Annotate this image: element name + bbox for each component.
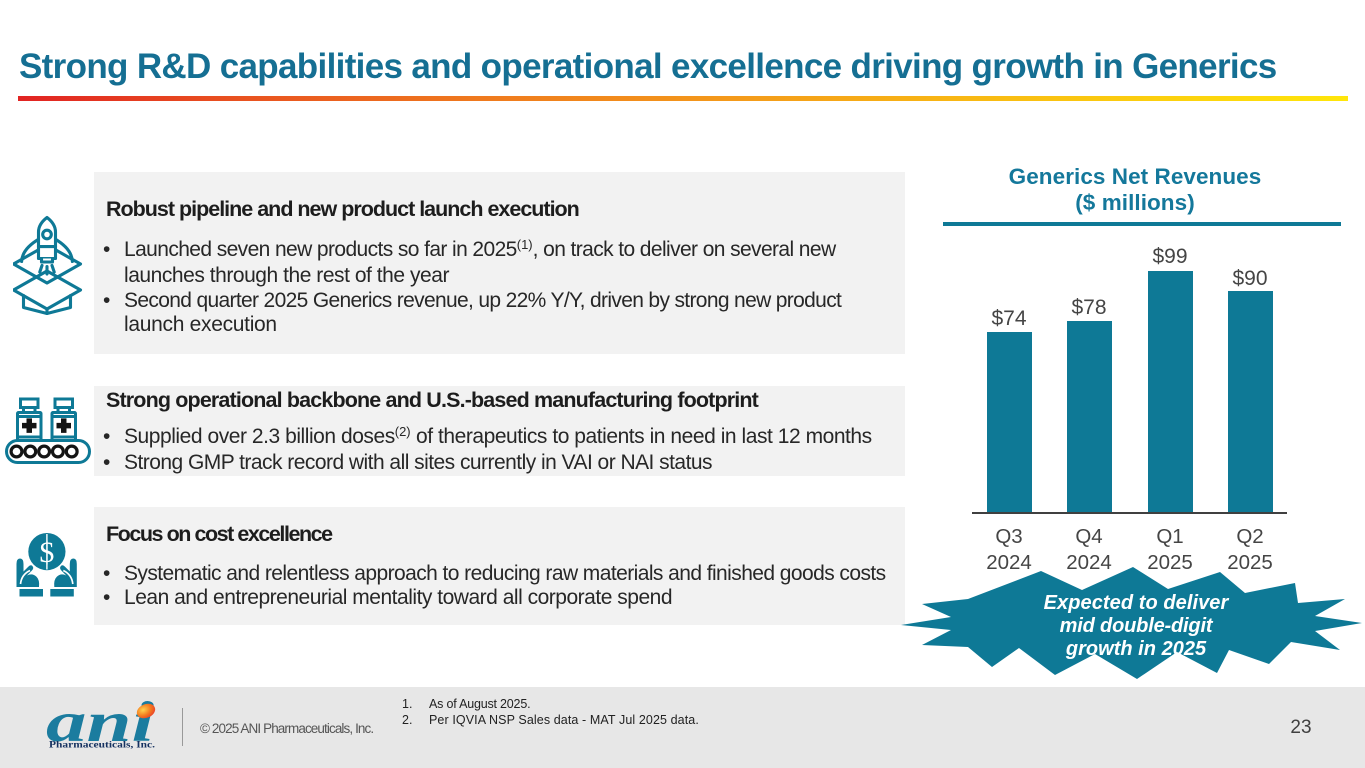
svg-text:Pharmaceuticals, Inc.: Pharmaceuticals, Inc. [49, 740, 155, 750]
svg-text:ani: ani [46, 691, 154, 754]
